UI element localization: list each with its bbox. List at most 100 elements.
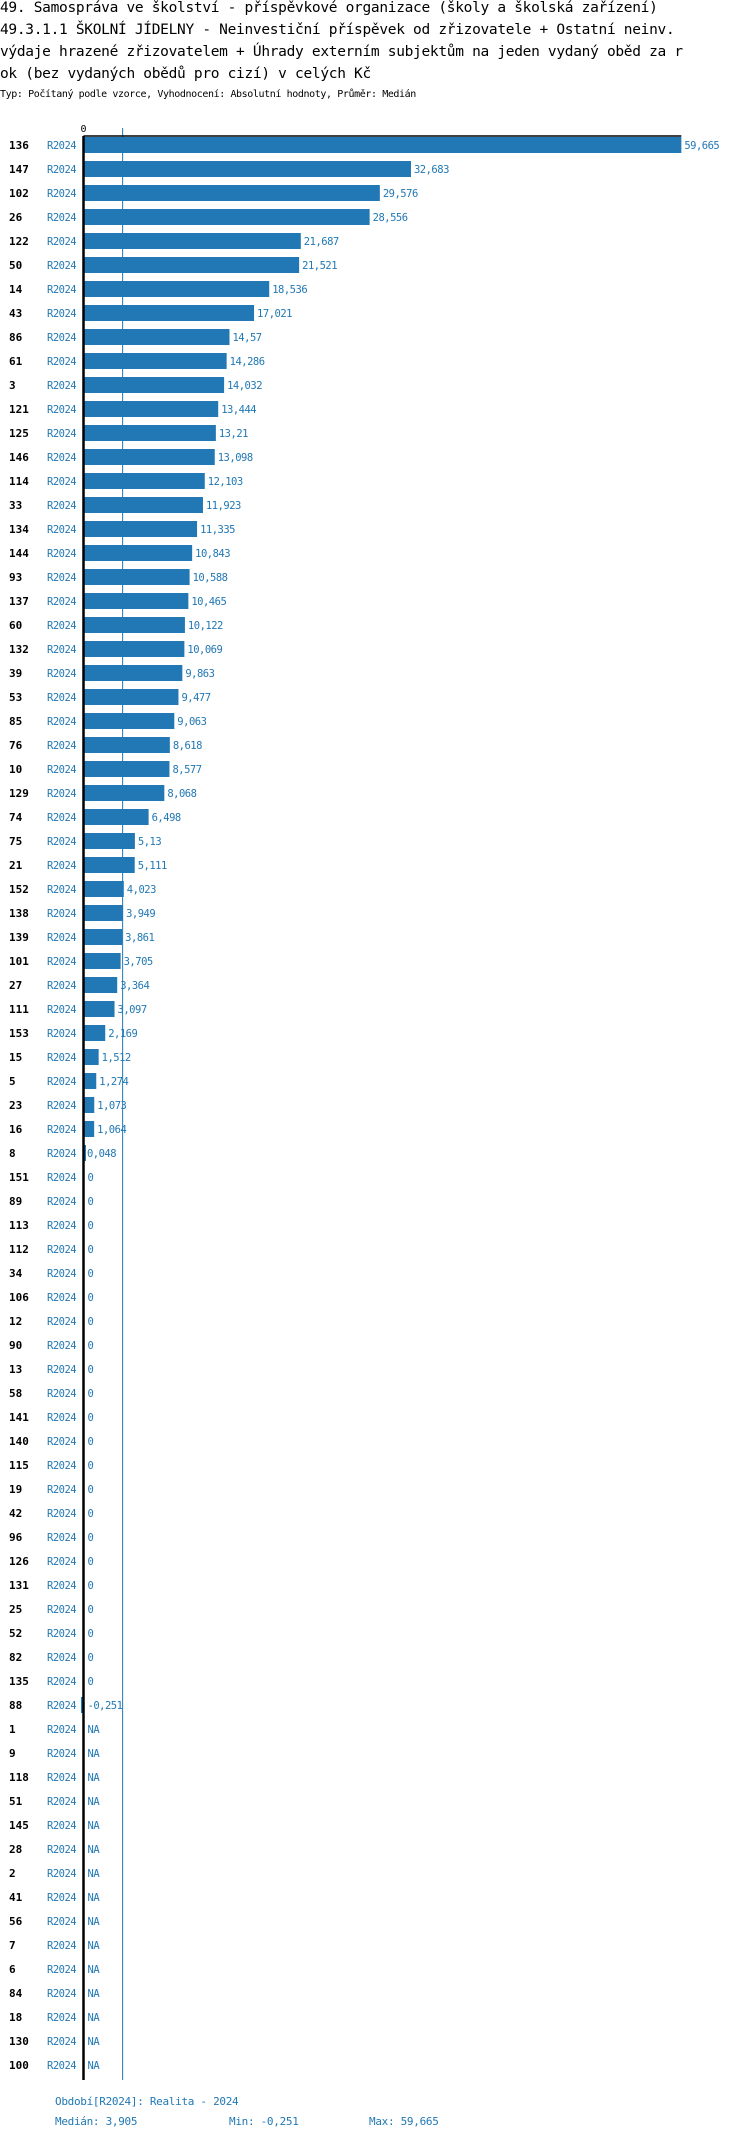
- row-id-label: 86: [9, 331, 23, 344]
- value-label: 28,556: [373, 212, 408, 224]
- bar: [83, 137, 682, 153]
- row-period-label: R2024: [47, 308, 76, 320]
- row-period-label: R2024: [47, 188, 76, 200]
- bar: [83, 689, 179, 705]
- row-id-label: 136: [9, 139, 29, 152]
- value-label: 3,861: [125, 932, 154, 944]
- footer-period: Období[R2024]: Realita - 2024: [55, 2095, 239, 2108]
- row-period-label: R2024: [47, 1844, 76, 1856]
- row-period-label: R2024: [47, 1988, 76, 2000]
- bar: [83, 281, 270, 297]
- bar: [83, 353, 227, 369]
- row-id-label: 51: [9, 1795, 23, 1808]
- row-id-label: 118: [9, 1771, 29, 1784]
- row-id-label: 135: [9, 1675, 29, 1688]
- row-id-label: 147: [9, 163, 29, 176]
- row-period-label: R2024: [47, 212, 76, 224]
- row-period-label: R2024: [47, 2036, 76, 2048]
- row-id-label: 52: [9, 1627, 22, 1640]
- value-label: NA: [88, 1940, 101, 1952]
- row-id-label: 9: [9, 1747, 16, 1760]
- bar: [83, 905, 124, 921]
- value-label: 0: [88, 1460, 94, 1472]
- value-label: NA: [88, 1892, 101, 1904]
- value-label: 0: [88, 1532, 94, 1544]
- row-period-label: R2024: [47, 764, 76, 776]
- row-id-label: 3: [9, 379, 16, 392]
- row-period-label: R2024: [47, 1532, 76, 1544]
- row-period-label: R2024: [47, 1508, 76, 1520]
- row-period-label: R2024: [47, 1484, 76, 1496]
- row-period-label: R2024: [47, 572, 76, 584]
- value-label: 59,665: [684, 140, 719, 152]
- row-id-label: 74: [9, 811, 23, 824]
- value-label: 0: [88, 1676, 94, 1688]
- row-id-label: 111: [9, 1003, 29, 1016]
- row-id-label: 8: [9, 1147, 16, 1160]
- bar: [83, 305, 255, 321]
- bar: [83, 929, 123, 945]
- bar: [83, 377, 225, 393]
- value-label: 0: [88, 1388, 94, 1400]
- chart-subtitle: Typ: Počítaný podle vzorce, Vyhodnocení:…: [0, 89, 416, 100]
- row-period-label: R2024: [47, 2012, 76, 2024]
- value-label: 0: [88, 1580, 94, 1592]
- row-period-label: R2024: [47, 452, 76, 464]
- row-id-label: 145: [9, 1819, 29, 1832]
- row-period-label: R2024: [47, 1100, 76, 1112]
- value-label: NA: [88, 1844, 101, 1856]
- row-id-label: 144: [9, 547, 29, 560]
- title-line-2: 49.3.1.1 ŠKOLNÍ JÍDELNY - Neinvestiční p…: [0, 22, 675, 38]
- row-id-label: 1: [9, 1723, 16, 1736]
- value-label: 1,073: [97, 1100, 126, 1112]
- row-period-label: R2024: [47, 1220, 76, 1232]
- row-period-label: R2024: [47, 596, 76, 608]
- value-label: 10,843: [195, 548, 230, 560]
- row-id-label: 122: [9, 235, 29, 248]
- bar: [83, 713, 175, 729]
- bar: [80, 1697, 84, 1713]
- value-label: 0: [88, 1652, 94, 1664]
- value-label: 0: [88, 1172, 94, 1184]
- row-id-label: 126: [9, 1555, 29, 1568]
- value-label: NA: [88, 1748, 101, 1760]
- row-period-label: R2024: [47, 1748, 76, 1760]
- row-period-label: R2024: [47, 164, 76, 176]
- row-id-label: 152: [9, 883, 29, 896]
- row-period-label: R2024: [47, 380, 76, 392]
- value-label: 0: [88, 1220, 94, 1232]
- value-label: 0: [88, 1508, 94, 1520]
- bar: [83, 761, 170, 777]
- bar: [83, 1121, 95, 1137]
- bar: [83, 785, 165, 801]
- value-label: 18,536: [272, 284, 307, 296]
- row-id-label: 93: [9, 571, 22, 584]
- row-id-label: 113: [9, 1219, 29, 1232]
- row-period-label: R2024: [47, 1268, 76, 1280]
- row-id-label: 58: [9, 1387, 22, 1400]
- row-period-label: R2024: [47, 908, 76, 920]
- row-period-label: R2024: [47, 140, 76, 152]
- value-label: 14,032: [227, 380, 262, 392]
- row-id-label: 7: [9, 1939, 16, 1952]
- row-period-label: R2024: [47, 1076, 76, 1088]
- value-label: NA: [88, 1724, 101, 1736]
- bar: [83, 833, 135, 849]
- value-label: 8,068: [167, 788, 196, 800]
- value-label: 14,286: [230, 356, 265, 368]
- footer-min: Min: -0,251: [229, 2115, 299, 2128]
- row-period-label: R2024: [47, 836, 76, 848]
- row-period-label: R2024: [47, 1964, 76, 1976]
- row-period-label: R2024: [47, 500, 76, 512]
- row-period-label: R2024: [47, 668, 76, 680]
- bar: [83, 233, 301, 249]
- row-period-label: R2024: [47, 1820, 76, 1832]
- row-period-label: R2024: [47, 1796, 76, 1808]
- row-period-label: R2024: [47, 980, 76, 992]
- row-id-label: 140: [9, 1435, 29, 1448]
- value-label: 13,444: [221, 404, 256, 416]
- value-label: 0: [88, 1412, 94, 1424]
- row-period-label: R2024: [47, 1412, 76, 1424]
- bar: [83, 209, 370, 225]
- value-label: 8,618: [173, 740, 202, 752]
